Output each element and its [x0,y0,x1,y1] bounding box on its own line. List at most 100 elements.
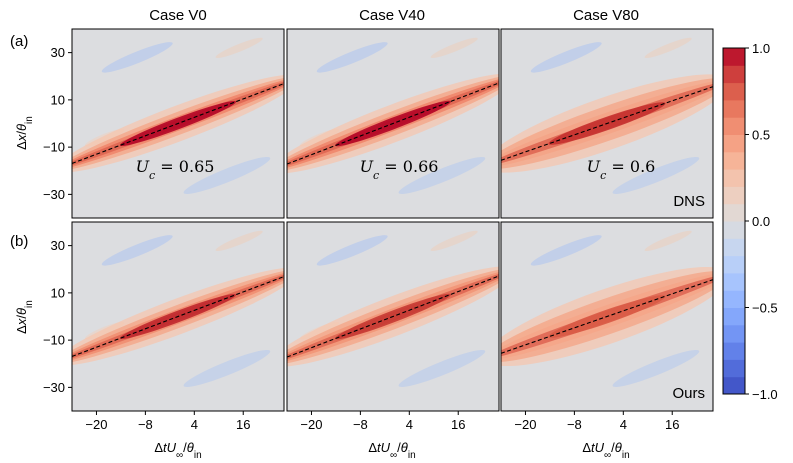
x-tick-label: −8 [567,417,582,432]
uc-annotations: Uc = 0.65 Uc = 0.66 Uc = 0.6 [136,157,656,182]
corner-labels: DNS Ours [672,193,705,402]
x-tick-label: 16 [236,417,250,432]
colorbar-level [723,342,745,360]
colorbar-tick-label: 1.0 [752,41,770,56]
row-label-b: (b) [10,233,28,250]
y-tick-label: 30 [51,45,65,60]
field-patch [398,156,486,194]
x-tick-label: 4 [620,417,627,432]
colorbar-level [723,186,745,205]
field-patch [101,42,173,73]
x-tick-label: 4 [191,417,198,432]
colorbar-tick-label: −1.0 [752,387,778,402]
panel-2-2 [286,221,500,415]
field-patch [398,349,486,387]
colorbar-level [723,48,745,66]
colorbar-level [723,151,745,170]
field-patch [316,42,388,73]
uc-annotation-1: Uc = 0.65 [136,157,215,182]
panel-frame [500,221,714,412]
field-patch [101,235,173,266]
colorbar-level [723,99,745,118]
column-title-1: Case V0 [149,7,207,24]
corner-label-ours: Ours [672,385,705,402]
column-title-3: Case V80 [573,7,639,24]
x-tick-label: 16 [665,417,679,432]
y-tick-label: 30 [51,238,65,253]
y-tick-label: −30 [43,380,65,395]
colorbar-level [723,272,745,291]
row-label-a: (a) [10,33,28,50]
panel-frame [500,28,714,219]
convection-line [72,276,284,357]
field-patch [644,230,692,252]
panel-frame [71,221,285,412]
field-patch [644,37,692,59]
y-axis-labels: Δx/θin Δx/θin [14,116,35,334]
convection-line [72,83,284,164]
x-tick-label: 4 [406,417,413,432]
convection-line [287,82,499,165]
colorbar-level [723,359,745,378]
column-title-2: Case V40 [359,7,425,24]
column-titles: Case V0 Case V40 Case V80 [149,7,639,24]
panel-frame [286,221,500,412]
colorbar-level [723,255,745,274]
x-tick-label: −8 [353,417,368,432]
field-patch [215,230,263,252]
colorbar-level [723,134,745,153]
colorbar-level [723,65,745,84]
x-tick-label: 16 [451,417,465,432]
colorbar-level [723,238,745,257]
field-patch [430,37,478,59]
convection-line [287,275,499,358]
convection-line [501,279,713,354]
field-patch [183,349,271,387]
colorbar-level [723,290,745,308]
panel-frame [286,28,500,219]
field-patch [430,230,478,252]
x-axis-labels: ΔtU∞/θin ΔtU∞/θin ΔtU∞/θin [154,440,629,461]
colorbar-level [723,82,745,101]
corner-label-dns: DNS [673,193,705,210]
row-labels: (a) (b) [10,33,28,250]
x-tick-labels: −20 −8 4 16 −20 −8 4 16 −20 −8 4 16 [85,417,679,432]
field-patch [612,349,700,387]
y-tick-labels: 30 10 −10 −30 30 10 −10 −30 [43,45,65,395]
y-tick-label: −30 [43,187,65,202]
colorbar-level [723,376,745,395]
colorbar-level [723,117,745,135]
field-patch [612,156,700,194]
colorbar-level [723,203,745,222]
colorbar-tick-label: −0.5 [752,301,778,316]
colorbar-tick-label: 0.0 [752,214,770,229]
x-axis-label-1: ΔtU∞/θin [154,440,201,461]
y-tick-label: −10 [43,140,65,155]
y-tick-label: −10 [43,333,65,348]
y-axis-label-top: Δx/θin [14,116,35,150]
panels [68,28,714,415]
colorbar-level [723,221,745,239]
x-tick-label: −20 [514,417,536,432]
colorbar-tick-label: 0.5 [752,128,770,143]
uc-annotation-3: Uc = 0.6 [587,157,656,182]
x-tick-label: −20 [300,417,322,432]
y-tick-label: 10 [51,92,65,107]
panel-frame [71,28,285,219]
panel-2-3 [500,221,714,415]
field-patch [215,37,263,59]
field-patch [316,235,388,266]
field-patch [183,156,271,194]
x-axis-label-3: ΔtU∞/θin [582,440,629,461]
uc-annotation-2: Uc = 0.66 [360,157,439,182]
convection-line [501,86,713,161]
colorbar-level [723,169,745,187]
field-patch [530,42,602,73]
field-patch [530,235,602,266]
y-axis-label-bottom: Δx/θin [14,300,35,334]
panel-1-3 [500,28,714,219]
colorbar-level [723,307,745,326]
panel-2-1 [68,221,285,415]
x-tick-label: −20 [85,417,107,432]
